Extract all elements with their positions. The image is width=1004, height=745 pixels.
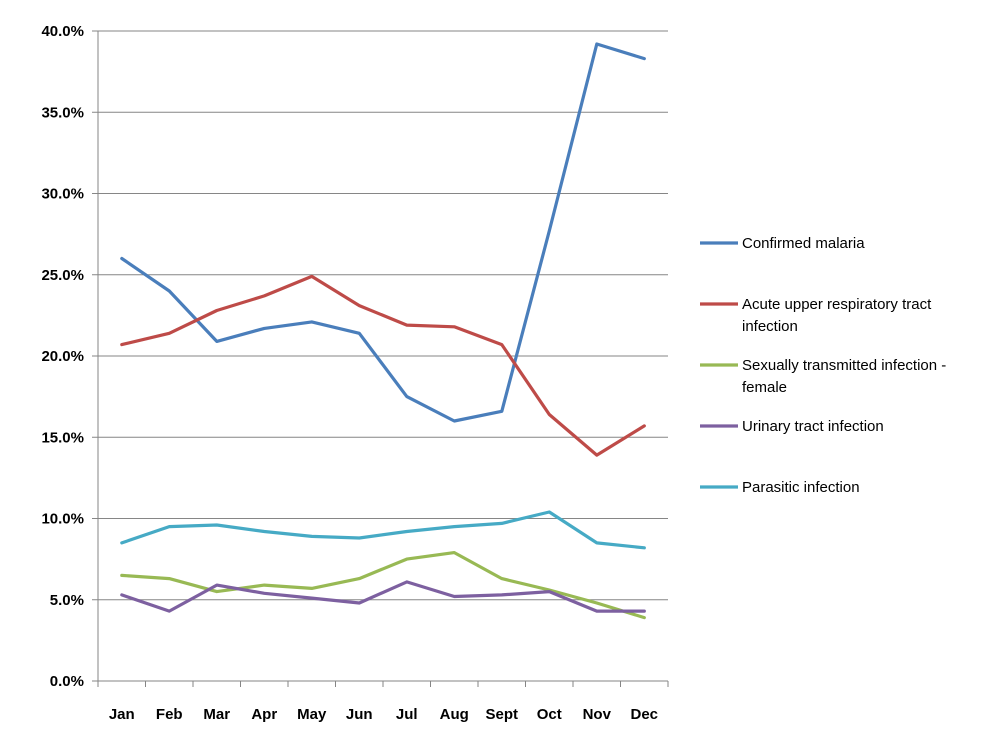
x-tick-label: Dec xyxy=(630,706,658,723)
legend-label: infection xyxy=(742,318,798,335)
y-axis-ticks: 0.0% 5.0% 10.0% 15.0% 20.0% 25.0% 30.0% 35.0% 40… xyxy=(41,23,84,690)
y-tick-label: 35.0% xyxy=(41,104,84,121)
legend: Confirmed malaria Acute upper respiratory… xyxy=(700,235,946,496)
x-tick-label: Jan xyxy=(109,706,135,723)
series-lines xyxy=(120,42,646,620)
series-line-2 xyxy=(120,274,646,457)
series-line-3 xyxy=(120,550,646,620)
axes xyxy=(92,30,669,687)
x-tick-label: May xyxy=(297,706,327,723)
legend-label: Parasitic infection xyxy=(742,479,860,496)
y-tick-label: 40.0% xyxy=(41,23,84,40)
series-line-1 xyxy=(120,42,646,423)
x-tick-label: Jul xyxy=(396,706,418,723)
x-tick-label: Oct xyxy=(537,706,562,723)
x-tick-label: Jun xyxy=(346,706,373,723)
y-tick-label: 5.0% xyxy=(50,592,84,609)
x-tick-label: Mar xyxy=(203,706,230,723)
series-line-4 xyxy=(120,580,646,613)
x-tick-label: Nov xyxy=(583,706,612,723)
series-line-5 xyxy=(120,510,646,550)
x-axis-ticks: Jan Feb Mar Apr May Jun Jul Aug Sept Oct Nov Dec xyxy=(109,706,658,723)
legend-label: Acute upper respiratory tract xyxy=(742,296,932,313)
x-tick-label: Aug xyxy=(440,706,469,723)
legend-label: Urinary tract infection xyxy=(742,418,884,435)
y-tick-label: 25.0% xyxy=(41,267,84,284)
legend-label: Confirmed malaria xyxy=(742,235,865,252)
x-tick-label: Feb xyxy=(156,706,183,723)
y-tick-label: 20.0% xyxy=(41,348,84,365)
y-tick-label: 0.0% xyxy=(50,673,84,690)
y-tick-label: 15.0% xyxy=(41,429,84,446)
legend-label: female xyxy=(742,379,787,396)
x-tick-label: Apr xyxy=(251,706,277,723)
x-tick-label: Sept xyxy=(485,706,518,723)
y-tick-label: 10.0% xyxy=(41,511,84,528)
gridlines xyxy=(98,30,668,601)
y-tick-label: 30.0% xyxy=(41,186,84,203)
legend-label: Sexually transmitted infection - xyxy=(742,357,946,374)
